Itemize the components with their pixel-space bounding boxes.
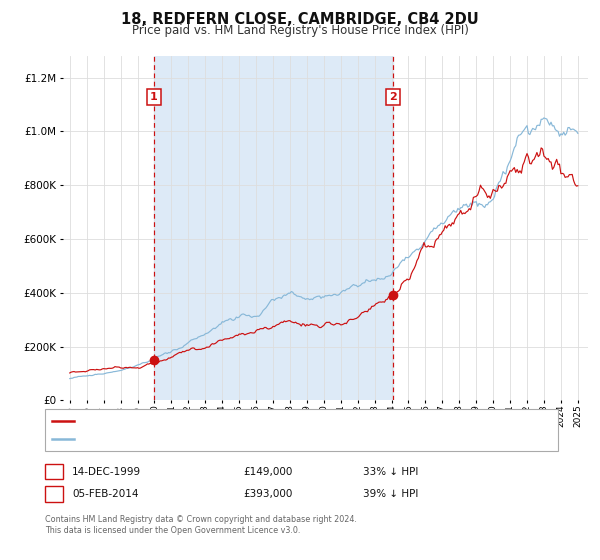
Text: 33% ↓ HPI: 33% ↓ HPI [363,466,418,477]
Text: £149,000: £149,000 [243,466,292,477]
Text: 2: 2 [389,92,397,102]
Text: 05-FEB-2014: 05-FEB-2014 [72,489,139,499]
Text: This data is licensed under the Open Government Licence v3.0.: This data is licensed under the Open Gov… [45,526,301,535]
Text: 2: 2 [50,489,58,499]
Text: HPI: Average price, detached house, Cambridge: HPI: Average price, detached house, Camb… [77,434,311,444]
Text: 1: 1 [50,466,58,477]
Text: Price paid vs. HM Land Registry's House Price Index (HPI): Price paid vs. HM Land Registry's House … [131,24,469,36]
Text: £393,000: £393,000 [243,489,292,499]
Text: 18, REDFERN CLOSE, CAMBRIDGE, CB4 2DU (detached house): 18, REDFERN CLOSE, CAMBRIDGE, CB4 2DU (d… [77,416,382,426]
Text: 18, REDFERN CLOSE, CAMBRIDGE, CB4 2DU: 18, REDFERN CLOSE, CAMBRIDGE, CB4 2DU [121,12,479,27]
Text: 1: 1 [150,92,158,102]
Text: Contains HM Land Registry data © Crown copyright and database right 2024.: Contains HM Land Registry data © Crown c… [45,515,357,524]
Bar [154,56,393,400]
Text: 14-DEC-1999: 14-DEC-1999 [72,466,141,477]
Text: 39% ↓ HPI: 39% ↓ HPI [363,489,418,499]
